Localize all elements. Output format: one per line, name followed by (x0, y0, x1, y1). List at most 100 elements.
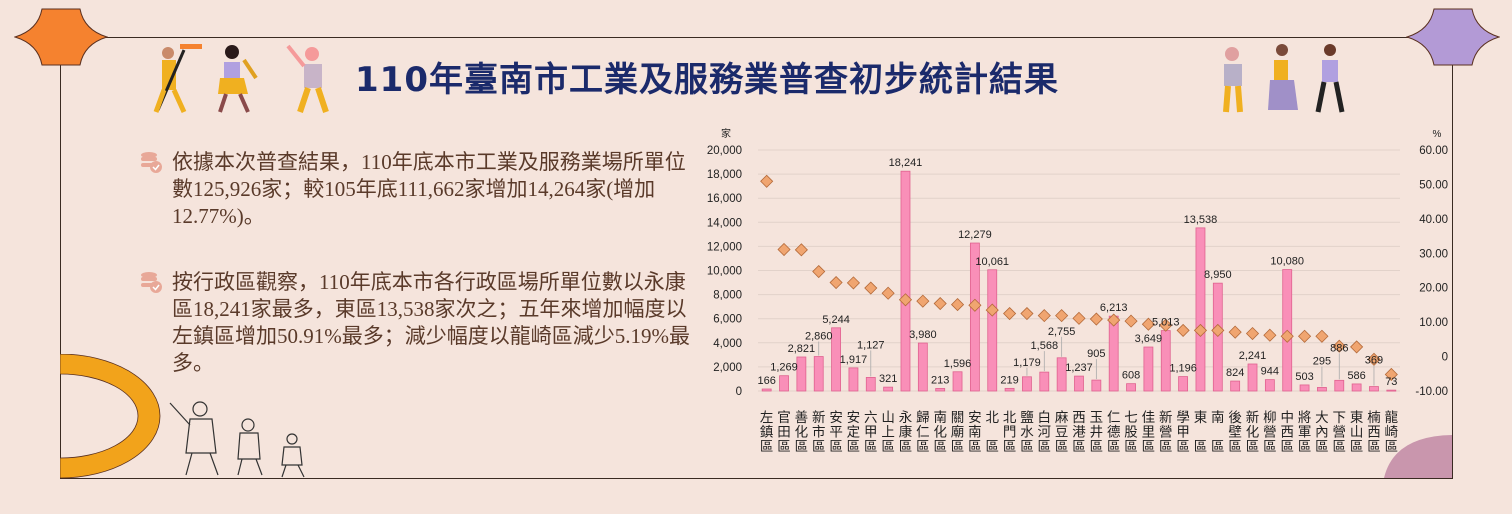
bar-仁德區 (1108, 315, 1119, 392)
bar-後壁區 (1230, 380, 1241, 392)
bar-東山區 (1351, 383, 1362, 392)
x-category-label: 麻豆區 (1055, 410, 1069, 455)
x-category-label: 鹽水區 (1020, 410, 1034, 455)
y-left-tick-label: 20,000 (707, 145, 742, 157)
bottom-left-arc (60, 354, 161, 479)
growth-marker-安平區 (829, 275, 843, 290)
workers-sketch-illustration (169, 401, 305, 478)
bar-data-label: 219 (1000, 374, 1018, 386)
growth-marker-西港區 (1072, 311, 1086, 325)
x-category-label: 佳里區 (1142, 410, 1156, 455)
growth-marker-白河區 (1037, 309, 1051, 323)
x-category-label: 南化區 (933, 410, 947, 455)
x-category-label: 龍崎區 (1385, 409, 1399, 455)
x-category-label: 大內區 (1315, 410, 1329, 455)
bar-data-label: 824 (1226, 367, 1244, 379)
y-left-tick-label: 12,000 (707, 241, 742, 253)
x-category-label: 將軍區 (1298, 410, 1312, 455)
growth-marker-玉井區 (1089, 312, 1103, 326)
bar-data-label: 5,013 (1152, 317, 1180, 329)
bar-data-label: 1,127 (857, 339, 885, 351)
growth-marker-中西區 (1280, 329, 1294, 343)
growth-marker-將軍區 (1298, 329, 1312, 343)
growth-marker-楠西區 (1367, 352, 1381, 366)
bar-學甲區 (1178, 376, 1189, 392)
bar-data-label: 2,241 (1239, 350, 1267, 362)
x-category-label: 後壁區 (1228, 410, 1242, 455)
bar-龍崎區 (1386, 389, 1397, 392)
y-right-tick-label: 20.00 (1419, 283, 1448, 295)
growth-marker-下營區 (1332, 339, 1346, 353)
x-category-label: 安南區 (968, 410, 982, 455)
bar-data-label: 1,568 (1031, 340, 1059, 352)
growth-marker-新營區 (1159, 318, 1173, 332)
bar-data-label: 1,196 (1169, 363, 1197, 375)
growth-marker-左鎮區 (760, 174, 774, 188)
bar-data-label: 18,241 (889, 157, 923, 169)
bar-data-label: 5,244 (822, 314, 850, 326)
x-category-label: 新營區 (1159, 410, 1173, 455)
bar-關廟區 (952, 371, 963, 392)
x-category-label: 柳營區 (1263, 410, 1277, 455)
bar-data-label: 295 (1313, 355, 1331, 367)
x-category-label: 南區 (1211, 410, 1225, 455)
x-category-label: 官田區 (777, 410, 791, 455)
x-category-label: 白河區 (1038, 410, 1052, 455)
growth-marker-六甲區 (864, 281, 878, 295)
y-left-tick-label: 18,000 (707, 169, 742, 181)
growth-marker-東區 (1193, 323, 1208, 337)
x-category-label: 北門區 (1003, 410, 1017, 455)
bar-柳營區 (1264, 379, 1275, 392)
bar-新營區 (1160, 330, 1171, 392)
bar-六甲區 (865, 377, 876, 392)
growth-marker-學甲區 (1176, 323, 1190, 337)
x-category-label: 歸仁區 (916, 409, 930, 455)
bar-左鎮區 (761, 388, 772, 392)
bar-data-label: 608 (1122, 370, 1140, 382)
frame-line-left (60, 65, 61, 479)
bar-楠西區 (1369, 386, 1379, 392)
bar-南化區 (935, 388, 946, 392)
x-category-label: 西港區 (1072, 410, 1086, 455)
bar-西港區 (1074, 375, 1084, 392)
y-right-axis-label: % (1433, 129, 1442, 140)
x-category-label: 北區 (985, 410, 999, 455)
workers-illustration-right (1223, 44, 1345, 113)
growth-marker-安南區 (968, 298, 982, 312)
bar-data-label: 1,917 (840, 354, 868, 366)
y-right-tick-label: 0 (1442, 352, 1448, 364)
y-left-tick-label: 10,000 (707, 266, 742, 278)
bar-data-label: 1,179 (1013, 357, 1041, 369)
frame-line-bottom (60, 478, 1453, 479)
bar-東區 (1195, 227, 1206, 392)
y-left-tick-label: 16,000 (707, 193, 742, 205)
district-establishments-chart: 家 % 20,000 18,000 16,000 14,000 12,000 10,000 8,… (707, 127, 1448, 455)
bar-data-label: 369 (1365, 355, 1383, 367)
bar-山上區 (883, 386, 894, 392)
growth-marker-大內區 (1315, 329, 1329, 343)
bar-data-label: 1,237 (1065, 362, 1093, 374)
x-category-label: 楠西區 (1367, 410, 1381, 455)
x-category-label: 中西區 (1280, 410, 1294, 455)
y-left-tick-label: 2,000 (713, 362, 742, 374)
growth-marker-麻豆區 (1055, 309, 1069, 323)
bar-data-label: 2,821 (788, 343, 816, 355)
bar-安定區 (848, 367, 859, 392)
bar-善化區 (796, 356, 807, 392)
y-right-tick-label: 60.00 (1419, 145, 1448, 157)
y-right-tick-label: 50.00 (1419, 179, 1448, 191)
bar-data-label: 213 (931, 374, 949, 386)
growth-marker-七股區 (1124, 314, 1138, 328)
bar-北區 (987, 269, 998, 392)
bar-data-label: 13,538 (1184, 214, 1218, 226)
growth-marker-佳里區 (1141, 317, 1155, 331)
y-left-tick-label: 6,000 (713, 314, 742, 326)
x-category-label: 左鎮區 (760, 410, 774, 455)
bar-data-label: 944 (1261, 366, 1279, 378)
bar-data-label: 3,980 (909, 329, 937, 341)
bar-data-label: 1,596 (944, 358, 972, 370)
x-category-label: 關廟區 (951, 410, 965, 455)
bar-data-label: 10,061 (975, 256, 1009, 268)
bar-鹽水區 (1022, 376, 1032, 392)
growth-marker-後壁區 (1228, 325, 1242, 339)
